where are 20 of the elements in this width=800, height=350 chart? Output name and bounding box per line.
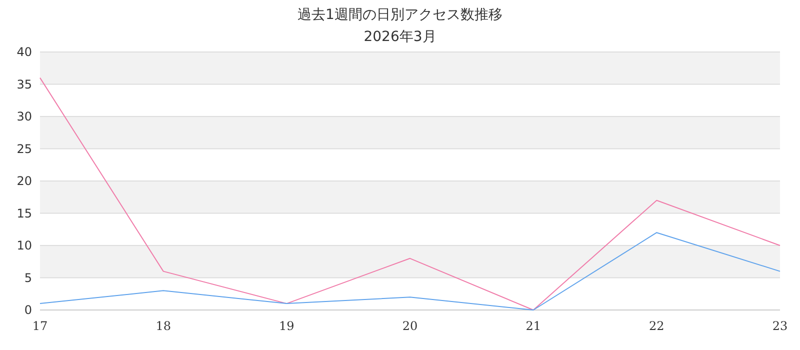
line-series xyxy=(40,232,780,310)
chart-title: 過去1週間の日別アクセス数推移 xyxy=(298,7,502,23)
x-tick-label: 21 xyxy=(526,319,541,333)
x-tick-label: 20 xyxy=(402,319,418,333)
line-series xyxy=(40,77,780,310)
y-tick-label: 25 xyxy=(16,142,32,156)
x-tick-label: 22 xyxy=(649,319,664,333)
y-tick-label: 35 xyxy=(16,77,32,92)
chart-subtitle: 2026年3月 xyxy=(364,29,436,45)
y-tick-label: 30 xyxy=(16,110,32,124)
y-tick-label: 5 xyxy=(24,270,32,285)
x-tick-label: 23 xyxy=(772,319,788,333)
y-tick-label: 40 xyxy=(16,45,32,59)
y-tick-label: 0 xyxy=(24,303,32,317)
y-tick-label: 20 xyxy=(16,174,32,188)
x-tick-label: 19 xyxy=(279,319,294,333)
x-tick-label: 18 xyxy=(156,319,171,333)
y-tick-label: 10 xyxy=(16,238,32,252)
x-tick-label: 17 xyxy=(32,319,48,333)
y-tick-label: 15 xyxy=(16,206,32,220)
